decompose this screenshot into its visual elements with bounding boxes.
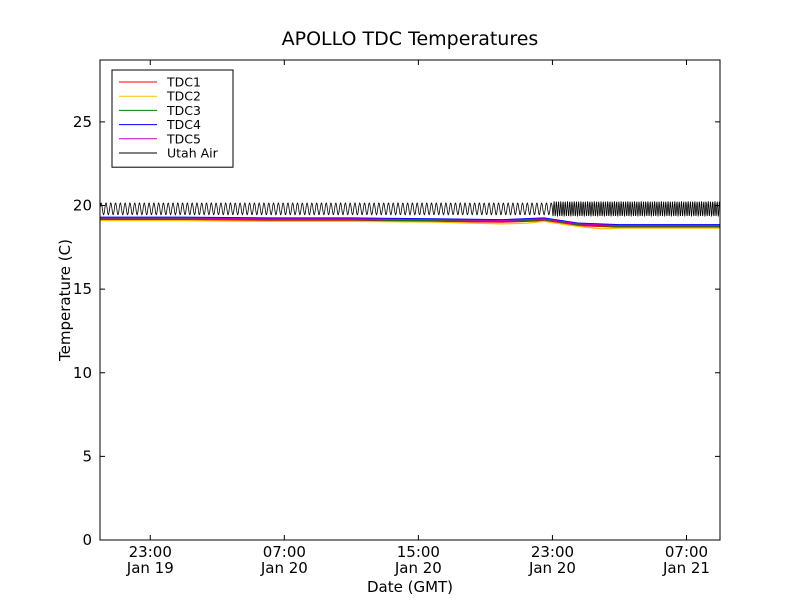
y-tick-label: 20 bbox=[73, 197, 92, 215]
series-line-tdc1 bbox=[100, 219, 720, 228]
plot-area bbox=[99, 201, 721, 230]
x-tick-label-date: Jan 19 bbox=[126, 559, 174, 577]
series-line-utah-air bbox=[99, 201, 721, 217]
y-tick-label: 10 bbox=[73, 364, 92, 382]
x-tick-label-time: 07:00 bbox=[263, 543, 306, 561]
legend-label-utah-air: Utah Air bbox=[167, 146, 219, 161]
x-tick-label-date: Jan 20 bbox=[528, 559, 576, 577]
x-axis-label: Date (GMT) bbox=[367, 578, 453, 596]
x-tick-label-date: Jan 21 bbox=[662, 559, 710, 577]
legend-label-tdc3: TDC3 bbox=[166, 103, 201, 118]
legend-box bbox=[111, 69, 234, 168]
x-tick-label-date: Jan 20 bbox=[260, 559, 308, 577]
x-tick-label-time: 23:00 bbox=[129, 543, 172, 561]
legend-label-tdc5: TDC5 bbox=[166, 131, 201, 146]
y-tick-label: 15 bbox=[73, 280, 92, 298]
y-axis-label: Temperature (C) bbox=[56, 239, 74, 362]
y-tick-label: 25 bbox=[73, 113, 92, 131]
series-line-tdc5 bbox=[100, 217, 720, 227]
x-tick-label-date: Jan 20 bbox=[394, 559, 442, 577]
y-tick-label: 0 bbox=[82, 531, 92, 549]
x-tick-label-time: 23:00 bbox=[531, 543, 574, 561]
legend-label-tdc2: TDC2 bbox=[166, 89, 201, 104]
plot-frame bbox=[99, 59, 721, 541]
series-line-tdc3 bbox=[100, 218, 720, 227]
y-tick-label: 5 bbox=[82, 447, 92, 465]
x-tick-label-time: 07:00 bbox=[665, 543, 708, 561]
chart-title: APOLLO TDC Temperatures bbox=[282, 28, 539, 50]
series-line-tdc2 bbox=[100, 220, 720, 230]
legend-label-tdc1: TDC1 bbox=[166, 75, 201, 90]
legend-label-tdc4: TDC4 bbox=[166, 117, 201, 132]
x-tick-label-time: 15:00 bbox=[397, 543, 440, 561]
series-line-tdc4 bbox=[100, 216, 720, 226]
